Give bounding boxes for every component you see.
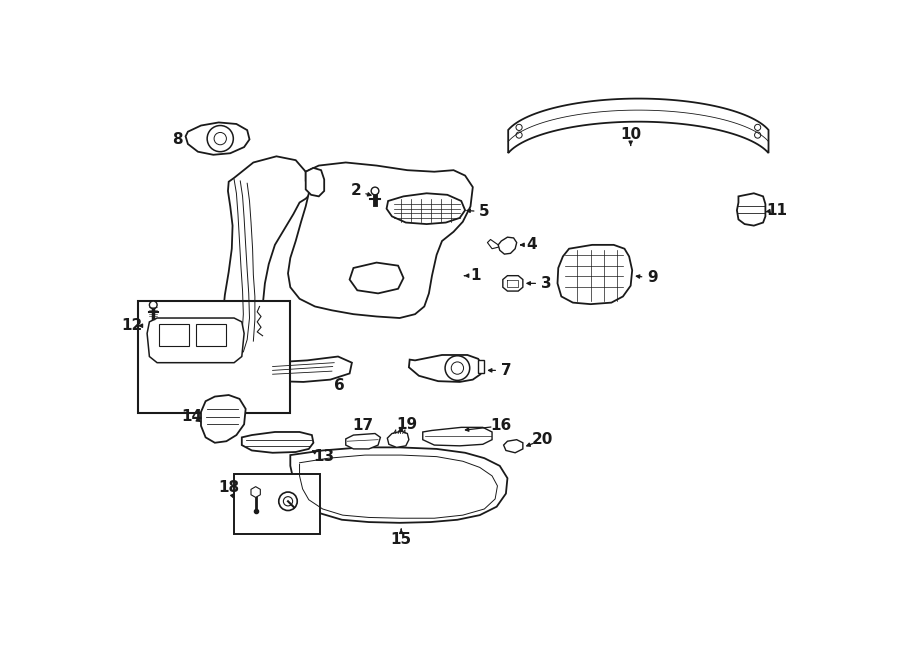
- Polygon shape: [185, 122, 249, 155]
- Text: 12: 12: [122, 318, 142, 333]
- Polygon shape: [557, 245, 632, 304]
- Text: 9: 9: [647, 270, 658, 286]
- Bar: [196, 324, 226, 346]
- Polygon shape: [201, 395, 246, 443]
- Polygon shape: [222, 156, 313, 356]
- Text: 13: 13: [313, 449, 335, 464]
- Polygon shape: [499, 237, 517, 254]
- Text: 5: 5: [479, 204, 490, 219]
- Circle shape: [149, 301, 158, 309]
- Polygon shape: [508, 98, 769, 153]
- Text: 17: 17: [352, 418, 374, 434]
- Polygon shape: [504, 440, 523, 453]
- Text: 16: 16: [491, 418, 512, 434]
- Polygon shape: [349, 262, 403, 293]
- Polygon shape: [346, 434, 381, 449]
- Text: 2: 2: [350, 184, 361, 198]
- Polygon shape: [478, 360, 484, 373]
- Polygon shape: [263, 356, 352, 382]
- Polygon shape: [423, 428, 492, 446]
- Polygon shape: [737, 193, 765, 225]
- Bar: [138, 301, 291, 412]
- Text: 3: 3: [541, 276, 552, 291]
- Text: 4: 4: [526, 237, 537, 253]
- Polygon shape: [387, 193, 465, 224]
- Text: 19: 19: [397, 417, 418, 432]
- Polygon shape: [147, 318, 244, 363]
- Polygon shape: [306, 168, 324, 196]
- Text: 20: 20: [532, 432, 554, 447]
- Text: 8: 8: [173, 132, 184, 147]
- Bar: [159, 324, 189, 346]
- Polygon shape: [291, 447, 508, 523]
- Polygon shape: [251, 486, 260, 498]
- Bar: [234, 473, 320, 533]
- Text: 18: 18: [218, 480, 239, 495]
- Polygon shape: [288, 163, 472, 318]
- Polygon shape: [387, 431, 409, 447]
- Polygon shape: [242, 432, 313, 453]
- Text: 11: 11: [767, 203, 788, 217]
- Text: 7: 7: [500, 363, 511, 378]
- Polygon shape: [503, 276, 523, 291]
- Text: 6: 6: [334, 378, 345, 393]
- Text: 15: 15: [391, 532, 412, 547]
- Text: 10: 10: [620, 128, 641, 142]
- Circle shape: [371, 187, 379, 195]
- Polygon shape: [409, 355, 482, 382]
- Text: 14: 14: [181, 409, 202, 424]
- Text: 1: 1: [470, 268, 481, 283]
